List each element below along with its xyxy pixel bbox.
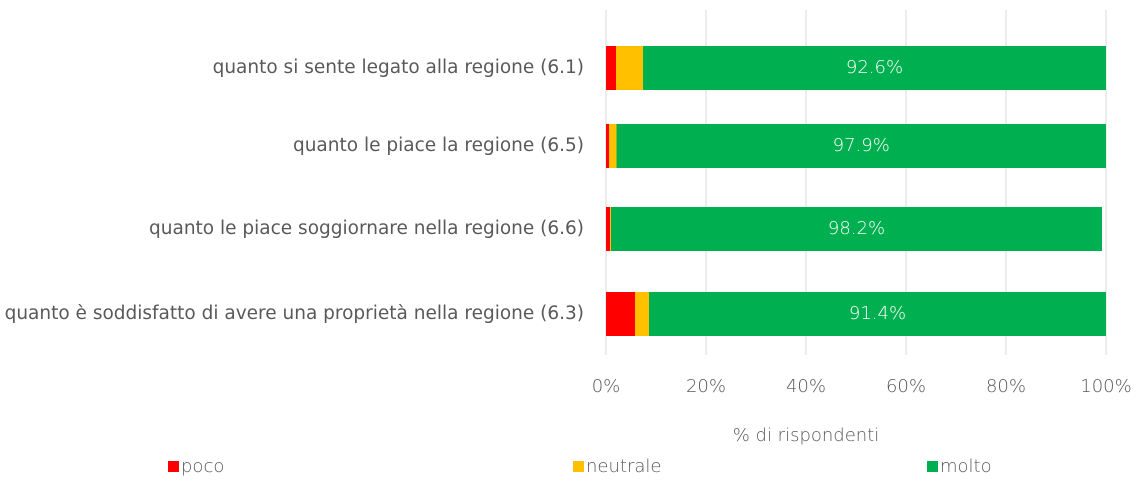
bar-segment (649, 292, 1106, 336)
x-tick-label: 0% (592, 376, 621, 397)
x-tick-label: 80% (986, 376, 1026, 397)
data-label: 91.4% (849, 303, 906, 324)
category-text: quanto si sente legato alla regione (6.1… (212, 56, 584, 78)
bar-segment (610, 207, 611, 251)
bar-segment (606, 207, 610, 251)
legend-swatch (573, 461, 584, 472)
legend-swatch (927, 461, 938, 472)
x-tick-label: 60% (886, 376, 926, 397)
x-tick-label: 100% (1080, 376, 1131, 397)
data-label: 97.9% (833, 135, 890, 156)
x-tick-label: 20% (686, 376, 726, 397)
legend-swatch (168, 461, 179, 472)
category-label: quanto le piace la regione (6.5) (0, 134, 584, 158)
x-tick-label: 40% (786, 376, 826, 397)
category-label: quanto è soddisfatto di avere una propri… (0, 302, 584, 326)
category-label: quanto si sente legato alla regione (6.1… (0, 56, 584, 80)
x-axis-title: % di rispondenti (733, 425, 880, 446)
bar-segment (606, 46, 616, 90)
bar-segment (643, 46, 1106, 90)
bar-segment (616, 46, 643, 90)
category-text: quanto le piace soggiornare nella region… (149, 217, 584, 239)
bar-segment (611, 207, 1102, 251)
legend-label: neutrale (586, 456, 661, 477)
bar-segment (616, 124, 1106, 168)
bar-segment (635, 292, 649, 336)
category-label: quanto le piace soggiornare nella region… (0, 217, 584, 241)
bar-segment (606, 124, 609, 168)
legend-label: molto (940, 456, 992, 477)
bar-segment (609, 124, 617, 168)
category-text: quanto è soddisfatto di avere una propri… (4, 302, 584, 324)
bar-segment (606, 292, 635, 336)
data-label: 98.2% (828, 218, 885, 239)
category-text: quanto le piace la regione (6.5) (292, 134, 584, 156)
legend-label: poco (181, 456, 224, 477)
data-label: 92.6% (846, 57, 903, 78)
